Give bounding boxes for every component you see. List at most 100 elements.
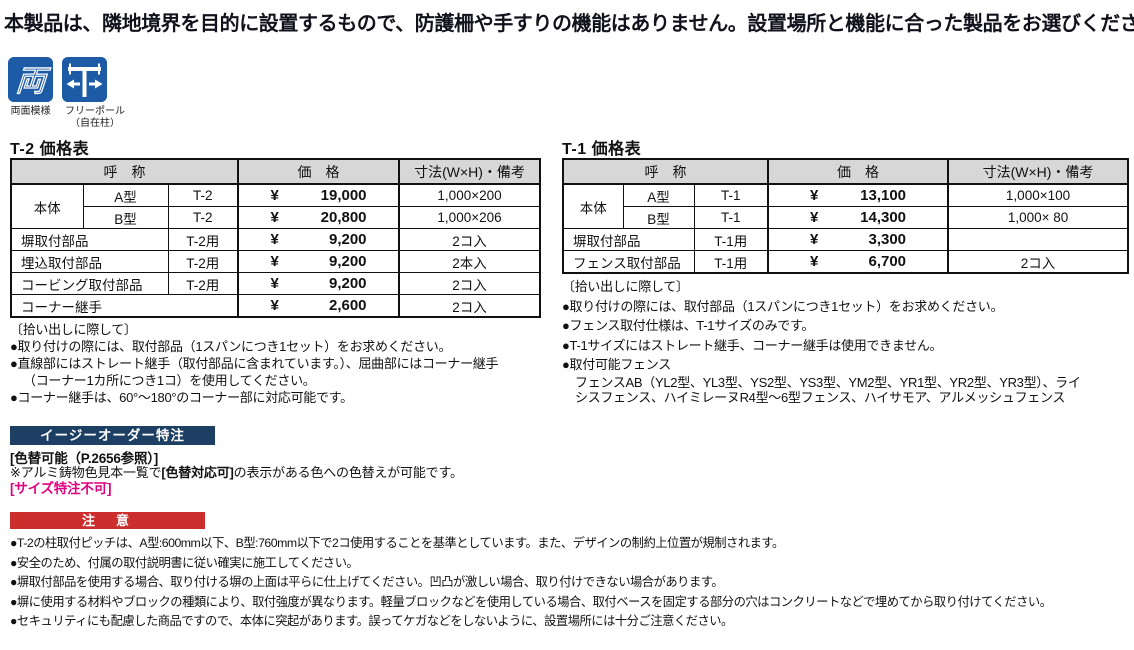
t2-cell-name: 埋込取付部品 bbox=[10, 250, 169, 273]
t1-cell-dims: 2コ入 bbox=[947, 250, 1129, 274]
price-amount: 13,100 bbox=[860, 187, 907, 204]
notice-header-bar: 注 意 bbox=[10, 512, 205, 529]
t2-cell-dims: 2コ入 bbox=[398, 294, 541, 318]
notice-bullet: ●T-2の柱取付ピッチは、A型:600mm以下、B型:760mm以下で2コ使用す… bbox=[10, 536, 784, 550]
price-amount: 20,800 bbox=[320, 209, 367, 226]
price-amount: 2,600 bbox=[328, 297, 367, 314]
price-amount: 19,000 bbox=[320, 187, 367, 204]
yen-sign: ¥ bbox=[270, 231, 279, 248]
icon-label-freepole-line2: （自在柱） bbox=[70, 118, 120, 129]
t1-cell-name: フェンス取付部品 bbox=[562, 250, 695, 274]
t1-cell-name: 塀取付部品 bbox=[562, 228, 695, 251]
top-warning-text: 本製品は、隣地境界を目的に設置するもので、防護柵や手すりの機能はありません。設置… bbox=[4, 13, 1134, 35]
t2-cell-name: A型 bbox=[82, 183, 169, 207]
t1-table-title: T-1 価格表 bbox=[562, 141, 642, 158]
price-amount: 6,700 bbox=[868, 253, 907, 270]
t2-cell-price: ¥2,600 bbox=[237, 294, 400, 318]
t2-cell-type: T-2用 bbox=[167, 250, 239, 273]
t1-header-price: 価 格 bbox=[767, 158, 949, 185]
notice-bullet: ●セキュリティにも配慮した商品ですので、本体に突起があります。誤ってケガなどをし… bbox=[10, 614, 733, 628]
t1-cell-type: T-1用 bbox=[693, 250, 769, 274]
easy-order-note-bold: [色替対応可] bbox=[161, 465, 234, 480]
yen-sign: ¥ bbox=[810, 253, 819, 270]
table-row: コーナー継手 ¥2,600 2コ入 bbox=[10, 294, 541, 318]
t2-cell-group: 本体 bbox=[10, 183, 84, 229]
t1-header-row: 呼 称 価 格 寸法(W×H)・備考 bbox=[562, 158, 1129, 185]
t1-note: ●取付可能フェンス bbox=[562, 357, 671, 372]
table-row: B型 T-2 ¥20,800 1,000×206 bbox=[11, 206, 541, 229]
easy-order-size-na: [サイズ特注不可] bbox=[10, 481, 112, 496]
yen-sign: ¥ bbox=[270, 297, 279, 314]
t2-header-price: 価 格 bbox=[237, 158, 400, 185]
easy-order-note-post: の表示がある色への色替えが可能です。 bbox=[233, 465, 463, 480]
t1-notes: 〔拾い出しに際して〕 ●取り付けの際には、取付部品（1スパンにつき1セット）をお… bbox=[562, 277, 1081, 406]
table-row: 塀取付部品 T-1用 ¥3,300 bbox=[562, 228, 1129, 251]
t2-header-row: 呼 称 価 格 寸法(W×H)・備考 bbox=[10, 158, 541, 185]
t1-cell-price: ¥13,100 bbox=[767, 183, 949, 207]
easy-order-note: ※アルミ鋳物色見本一覧で[色替対応可]の表示がある色への色替えが可能です。 bbox=[10, 462, 463, 481]
t2-cell-dims: 2コ入 bbox=[398, 272, 541, 295]
easy-order-color-change: [色替可能（P.2656参照）] bbox=[10, 451, 159, 466]
t1-header-name: 呼 称 bbox=[562, 158, 769, 185]
notice-bullet: ●塀取付部品を使用する場合、取り付ける塀の上面は平らに仕上げてください。凹凸が激… bbox=[10, 575, 724, 589]
t2-cell-dims: 1,000×206 bbox=[398, 206, 541, 229]
yen-sign: ¥ bbox=[810, 209, 819, 226]
t1-note: シスフェンス、ハイミレーヌR4型～6型フェンス、ハイサモア、アルメッシュフェンス bbox=[575, 390, 1066, 405]
feature-icon-freepole bbox=[62, 57, 107, 102]
yen-sign: ¥ bbox=[270, 253, 279, 270]
table-row: 本体 A型 T-1 ¥13,100 1,000×100 bbox=[562, 183, 1129, 229]
t2-notes-title: 〔拾い出しに際して〕 bbox=[10, 322, 137, 337]
t2-price-table: 呼 称 価 格 寸法(W×H)・備考 本体 A型 T-2 ¥19,000 1,0… bbox=[10, 158, 542, 318]
t2-cell-dims: 2本入 bbox=[398, 250, 541, 273]
t2-notes: 〔拾い出しに際して〕 ●取り付けの際には、取付部品（1スパンにつき1セット）をお… bbox=[10, 321, 498, 406]
yen-sign: ¥ bbox=[270, 209, 279, 226]
t2-cell-price: ¥9,200 bbox=[237, 228, 400, 251]
t2-cell-name: B型 bbox=[82, 206, 169, 229]
yen-sign: ¥ bbox=[270, 187, 279, 204]
t2-note: （コーナー1カ所につき1コ）を使用してください。 bbox=[23, 373, 316, 388]
t2-header-name: 呼 称 bbox=[10, 158, 239, 185]
price-amount: 9,200 bbox=[328, 231, 367, 248]
t1-note: ●T-1サイズにはストレート継手、コーナー継手は使用できません。 bbox=[562, 337, 943, 353]
t1-cell-type: T-1 bbox=[693, 183, 769, 207]
t2-header-dims: 寸法(W×H)・備考 bbox=[398, 158, 541, 185]
t1-cell-name: A型 bbox=[622, 183, 695, 207]
t2-table-title: T-2 価格表 bbox=[10, 141, 90, 158]
t2-cell-type: T-2 bbox=[167, 183, 239, 207]
t1-note: フェンスAB（YL2型、YL3型、YS2型、YS3型、YM2型、YR1型、YR2… bbox=[575, 374, 1081, 390]
yen-sign: ¥ bbox=[810, 231, 819, 248]
table-row: B型 T-1 ¥14,300 1,000× 80 bbox=[563, 206, 1129, 229]
t1-cell-price: ¥14,300 bbox=[767, 206, 949, 229]
t1-cell-dims bbox=[947, 228, 1129, 251]
easy-order-note-pre: ※アルミ鋳物色見本一覧で bbox=[10, 465, 162, 480]
t1-note: ●フェンス取付仕様は、T-1サイズのみです。 bbox=[562, 318, 815, 333]
icon-label-ryomen: 両面模様 bbox=[10, 106, 51, 117]
yen-sign: ¥ bbox=[810, 187, 819, 204]
t1-price-table: 呼 称 価 格 寸法(W×H)・備考 本体 A型 T-1 ¥13,100 1,0… bbox=[562, 158, 1130, 274]
t1-notes-title: 〔拾い出しに際して〕 bbox=[562, 279, 689, 294]
t1-cell-type: T-1用 bbox=[693, 228, 769, 251]
t2-note: ●直線部にはストレート継手（取付部品に含まれています。）、屈曲部にはコーナー継手 bbox=[10, 356, 499, 371]
notice-bullet: ●塀に使用する材料やブロックの種類により、取付強度が異なります。軽量ブロックなど… bbox=[10, 594, 1052, 609]
t1-cell-dims: 1,000× 80 bbox=[947, 206, 1129, 229]
t2-cell-type: T-2用 bbox=[167, 228, 239, 251]
notice-bullet: ●安全のため、付属の取付説明書に従い確実に施工してください。 bbox=[10, 555, 359, 570]
icon-label-freepole-line1: フリーポール bbox=[65, 106, 125, 117]
t2-cell-type: T-2用 bbox=[167, 272, 239, 295]
t2-cell-name: コーナー継手 bbox=[10, 294, 239, 318]
table-row: 本体 A型 T-2 ¥19,000 1,000×200 bbox=[10, 183, 541, 229]
price-amount: 14,300 bbox=[860, 209, 907, 226]
price-amount: 3,300 bbox=[868, 231, 907, 248]
t1-header-dims: 寸法(W×H)・備考 bbox=[947, 158, 1129, 185]
double-sided-pattern-icon: 両 bbox=[8, 57, 53, 102]
table-row: 塀取付部品 T-2用 ¥9,200 2コ入 bbox=[10, 228, 541, 251]
yen-sign: ¥ bbox=[270, 275, 279, 292]
table-row: コービング取付部品 T-2用 ¥9,200 2コ入 bbox=[10, 272, 541, 295]
notice-list: ●T-2の柱取付ピッチは、A型:600mm以下、B型:760mm以下で2コ使用す… bbox=[10, 534, 1052, 632]
easy-order-header-bar: イージーオーダー特注 bbox=[10, 426, 215, 445]
t1-note: ●取り付けの際には、取付部品（1スパンにつき1セット）をお求めください。 bbox=[562, 298, 1004, 314]
t2-cell-name: コービング取付部品 bbox=[10, 272, 169, 295]
t2-note: ●コーナー継手は、60°～180°のコーナー部に対応可能です。 bbox=[10, 390, 353, 405]
table-row: 埋込取付部品 T-2用 ¥9,200 2本入 bbox=[10, 250, 541, 273]
t1-cell-group: 本体 bbox=[562, 183, 624, 229]
